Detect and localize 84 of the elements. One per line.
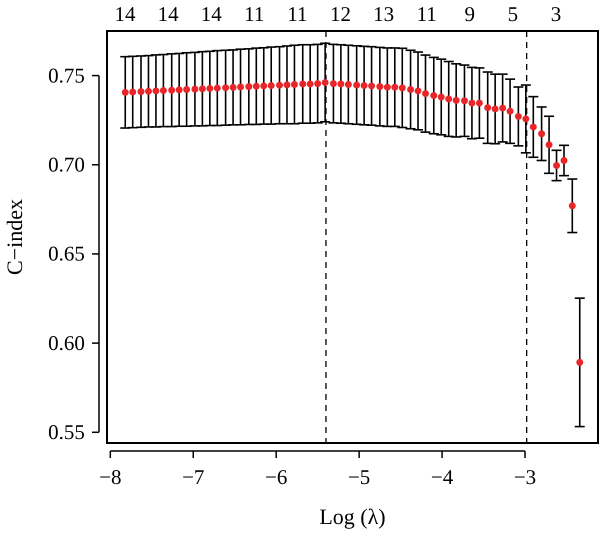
point — [460, 97, 468, 104]
point — [268, 82, 275, 90]
point — [222, 84, 230, 92]
point — [553, 162, 560, 169]
point — [560, 157, 568, 164]
text: 3 — [550, 2, 562, 26]
point — [492, 105, 499, 112]
point — [414, 87, 422, 94]
point — [129, 88, 136, 96]
text: 13 — [373, 2, 394, 26]
point — [206, 84, 214, 92]
text: 14 — [114, 2, 136, 26]
point — [290, 81, 298, 88]
point — [484, 104, 492, 112]
point — [506, 108, 514, 115]
point — [330, 80, 337, 88]
point — [546, 141, 553, 148]
x-tick-label: −6 — [265, 465, 288, 490]
point — [360, 82, 368, 90]
point — [284, 81, 290, 88]
point — [237, 84, 244, 90]
point — [514, 112, 522, 120]
point — [452, 96, 460, 104]
y-tick-label: 0.60 — [48, 330, 85, 355]
point — [168, 86, 176, 94]
point — [245, 83, 252, 90]
point — [144, 88, 152, 95]
point — [422, 90, 429, 98]
text: 9 — [464, 2, 476, 26]
point — [468, 100, 476, 107]
x-tick-label: −7 — [182, 465, 204, 490]
point — [152, 87, 160, 94]
point — [384, 84, 391, 91]
point — [476, 100, 483, 107]
text: 12 — [330, 2, 351, 26]
point — [576, 358, 584, 366]
x-tick-label: −4 — [430, 465, 454, 490]
point — [299, 80, 306, 88]
x-tick-label: −8 — [99, 465, 122, 490]
y-tick-label: 0.55 — [48, 420, 85, 444]
point — [445, 95, 452, 102]
point — [306, 80, 314, 88]
x-axis-title: Log (λ) — [319, 504, 386, 529]
text: 14 — [200, 2, 222, 26]
x-tick-label: −3 — [514, 465, 536, 490]
point — [344, 81, 352, 88]
point — [252, 82, 260, 90]
point — [214, 84, 221, 92]
y-tick-label: 0.70 — [48, 152, 85, 176]
text: 11 — [244, 2, 264, 26]
x-tick-label: −5 — [348, 465, 370, 490]
point — [530, 123, 537, 130]
text: 11 — [416, 2, 437, 26]
y-axis-title: C−index — [2, 199, 27, 275]
point — [407, 86, 414, 93]
point — [522, 115, 530, 122]
text: 5 — [508, 2, 518, 26]
point — [230, 84, 237, 91]
point — [376, 83, 384, 90]
point — [391, 84, 398, 91]
point — [438, 94, 445, 100]
point — [122, 88, 129, 96]
point — [176, 86, 183, 94]
y-tick-label: 0.65 — [48, 242, 85, 266]
point — [260, 82, 268, 90]
point — [398, 84, 406, 92]
point — [337, 80, 344, 88]
point — [314, 80, 322, 88]
point — [160, 87, 167, 94]
y-tick-label: 0.75 — [48, 63, 85, 88]
point — [568, 202, 576, 210]
point — [499, 104, 506, 112]
point — [198, 85, 206, 92]
point — [191, 86, 198, 93]
point — [138, 88, 144, 96]
point — [368, 82, 376, 90]
text: 11 — [287, 2, 308, 26]
point — [353, 82, 360, 89]
point — [430, 92, 438, 100]
point — [322, 79, 329, 86]
point — [183, 86, 190, 93]
point — [538, 130, 546, 138]
point — [276, 82, 283, 89]
text: 14 — [158, 2, 180, 26]
